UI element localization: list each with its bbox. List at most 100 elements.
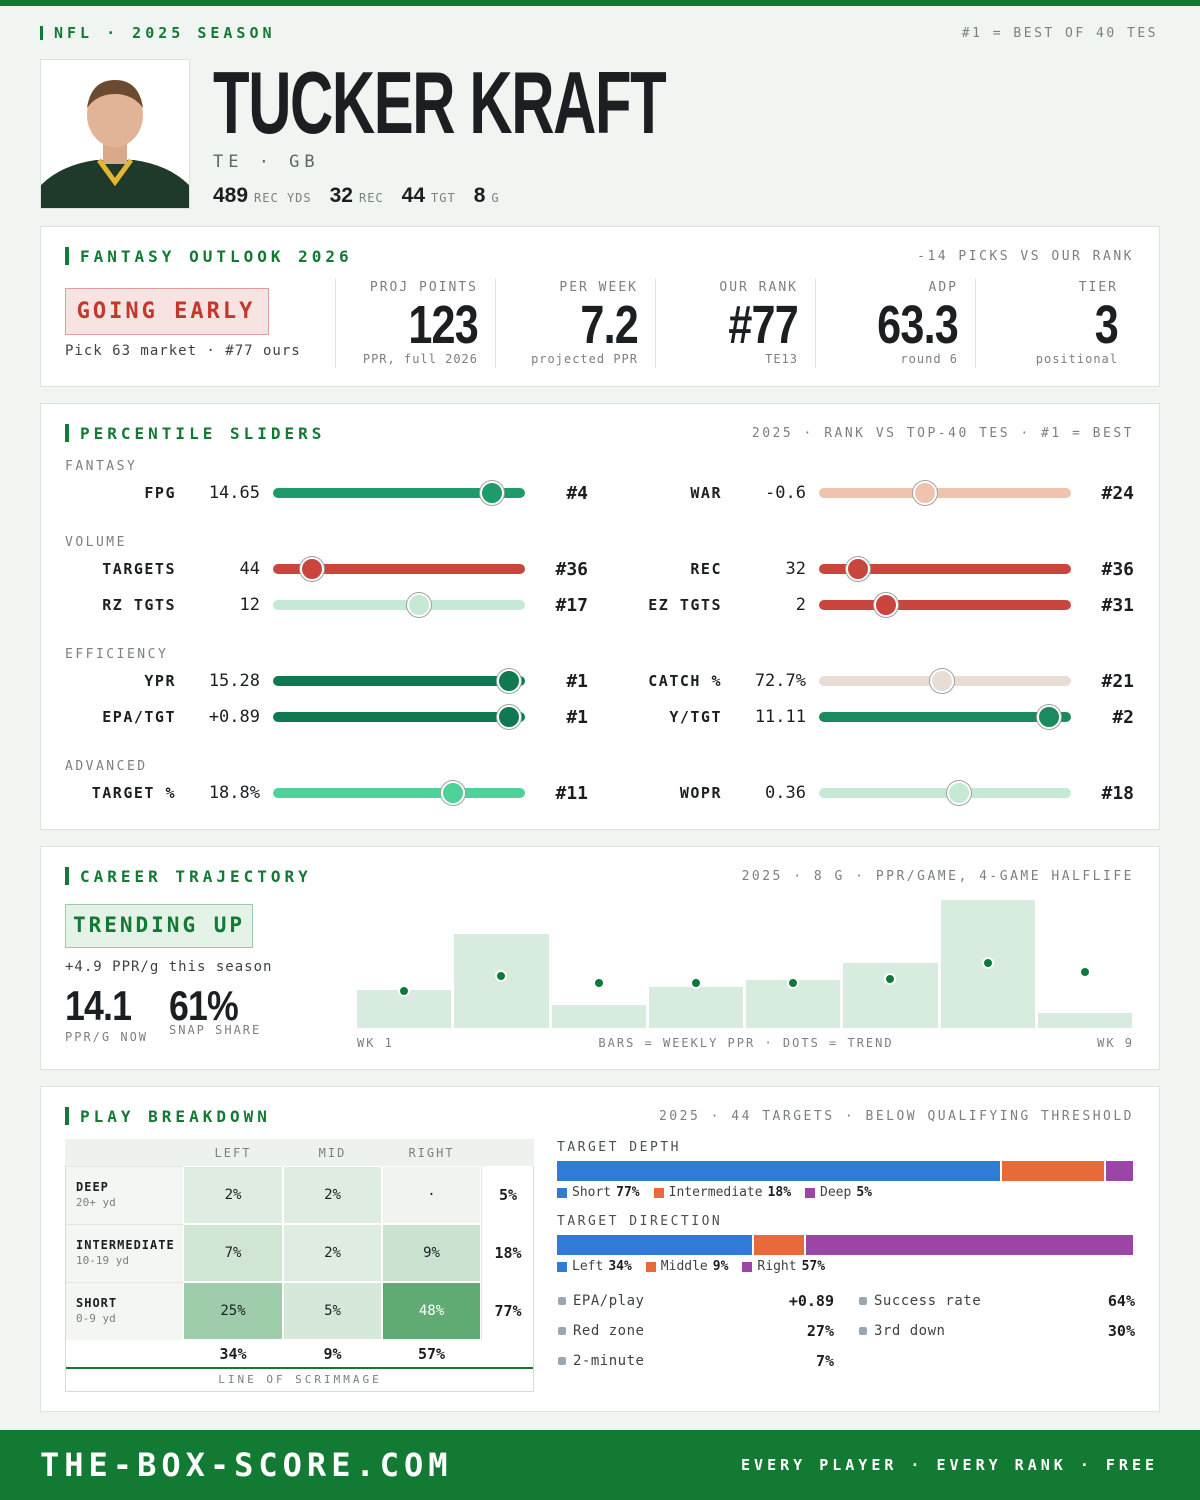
site-name: THE-BOX-SCORE.COM [40, 1446, 453, 1484]
trend-dot [884, 973, 897, 986]
slider-value: 32 [785, 559, 806, 579]
slider-value: 2 [795, 595, 806, 615]
slider-track [819, 488, 1071, 498]
stat-value: 27% [806, 1322, 834, 1340]
legend-name: Left [572, 1259, 604, 1274]
slider-track [819, 600, 1071, 610]
stat-name: Red zone [573, 1323, 645, 1339]
slider-track [273, 676, 525, 686]
slider-label: REC [690, 560, 722, 578]
trend-dot [981, 957, 994, 970]
row-total: 18% [494, 1244, 522, 1262]
legend-name: Short [572, 1185, 612, 1200]
slider-track [273, 488, 525, 498]
big-value: 61% [169, 981, 239, 1029]
grid-column: LEFT [214, 1146, 252, 1160]
player-name: TUCKER KRAFT [213, 53, 667, 152]
legend-swatch [805, 1187, 816, 1198]
column-total: 9% [323, 1345, 342, 1363]
cell-label: 5% [324, 1303, 341, 1319]
header-note: #1 = BEST OF 40 TES [961, 25, 1158, 41]
sliders-card [40, 403, 1160, 830]
row-total: 5% [498, 1186, 518, 1204]
cell-label: 9% [423, 1245, 440, 1261]
header-mark [40, 26, 43, 40]
metric-label: OUR RANK [719, 279, 798, 295]
stat-unit: TGT [431, 191, 456, 205]
top-bar [0, 0, 1200, 6]
slider-thumb [930, 669, 955, 693]
slider-thumb [913, 481, 938, 505]
section-title: PERCENTILE SLIDERS [80, 423, 326, 443]
slider-value: 12 [239, 595, 260, 615]
grid-column: RIGHT [408, 1146, 455, 1160]
metric-divider [495, 278, 496, 368]
legend-swatch [557, 1187, 567, 1198]
slider-track [273, 564, 525, 574]
section-note: 2025 · 8 G · PPR/GAME, 4-GAME HALFLIFE [741, 868, 1134, 884]
title-bar [65, 867, 69, 885]
group-label: FANTASY [65, 458, 138, 474]
grid-cell [183, 1224, 283, 1282]
slider-track [819, 564, 1071, 574]
legend-value: 18% [767, 1185, 792, 1200]
slider-thumb [947, 781, 972, 805]
stack-segment [557, 1235, 752, 1255]
legend-name: Deep [820, 1185, 852, 1200]
legend-name: Intermediate [668, 1185, 763, 1200]
metric-label: ADP [928, 279, 958, 295]
slider-thumb [406, 593, 431, 617]
slider-track [273, 712, 525, 722]
grid-column: MID [318, 1146, 347, 1160]
stat-value: 7% [815, 1352, 834, 1370]
slider-rank: #24 [1101, 482, 1134, 504]
grid-cell [283, 1282, 382, 1340]
stack-segment [1106, 1161, 1133, 1181]
stat-unit: G [491, 191, 500, 205]
badge-sub: Pick 63 market · #77 ours [65, 343, 301, 359]
legend-swatch [653, 1187, 664, 1198]
stat-name: 3rd down [874, 1323, 946, 1339]
legend-name: Right [757, 1259, 797, 1274]
metric-sub: PPR, full 2026 [362, 352, 478, 366]
player-position: TE · GB [213, 152, 320, 172]
legend: Short 77% Intermediate 18% Deep 5% [557, 1185, 886, 1200]
section-note: 2025 · RANK VS TOP-40 TES · #1 = BEST [751, 425, 1134, 441]
metric-divider [655, 278, 656, 368]
slider-value: 44 [239, 559, 260, 579]
grid-cell [382, 1282, 481, 1340]
title-bar [65, 424, 69, 442]
week-bar [1037, 1013, 1132, 1028]
slider-label: TARGET % [91, 784, 176, 802]
big-label: PPR/G NOW [65, 1030, 149, 1044]
title-bar [65, 247, 69, 265]
slider-label: FPG [144, 484, 176, 502]
row-total: 77% [494, 1302, 522, 1320]
section-note: 2025 · 44 TARGETS · BELOW QUALIFYING THR… [658, 1108, 1134, 1124]
metric-label: TIER [1078, 279, 1118, 295]
slider-value: 0.36 [765, 783, 806, 803]
stack-segment [805, 1235, 1133, 1255]
badge-text: GOING EARLY [76, 298, 256, 324]
cell-label: 25% [220, 1303, 246, 1319]
stat-name: 2-minute [573, 1353, 645, 1369]
metric-divider [335, 278, 336, 368]
slider-thumb [845, 557, 870, 581]
slider-rank: #17 [555, 594, 588, 616]
x-start-label: WK 1 [357, 1036, 394, 1050]
slider-rank: #1 [566, 706, 588, 728]
stat-unit: REC [358, 191, 384, 205]
slider-track [819, 712, 1071, 722]
slider-rank: #31 [1101, 594, 1134, 616]
trend-dot [1078, 966, 1091, 979]
chart-caption: BARS = WEEKLY PPR · DOTS = TREND [598, 1036, 894, 1050]
row-name: INTERMEDIATE [76, 1238, 175, 1252]
stat-bullet [859, 1327, 867, 1335]
metric-sub: TE13 [765, 352, 798, 366]
slider-label: CATCH % [648, 672, 722, 690]
stat-value: 44 [401, 184, 426, 207]
metric-divider [815, 278, 816, 368]
metric-value: 123 [408, 295, 478, 355]
stat-value: +0.89 [788, 1292, 834, 1310]
